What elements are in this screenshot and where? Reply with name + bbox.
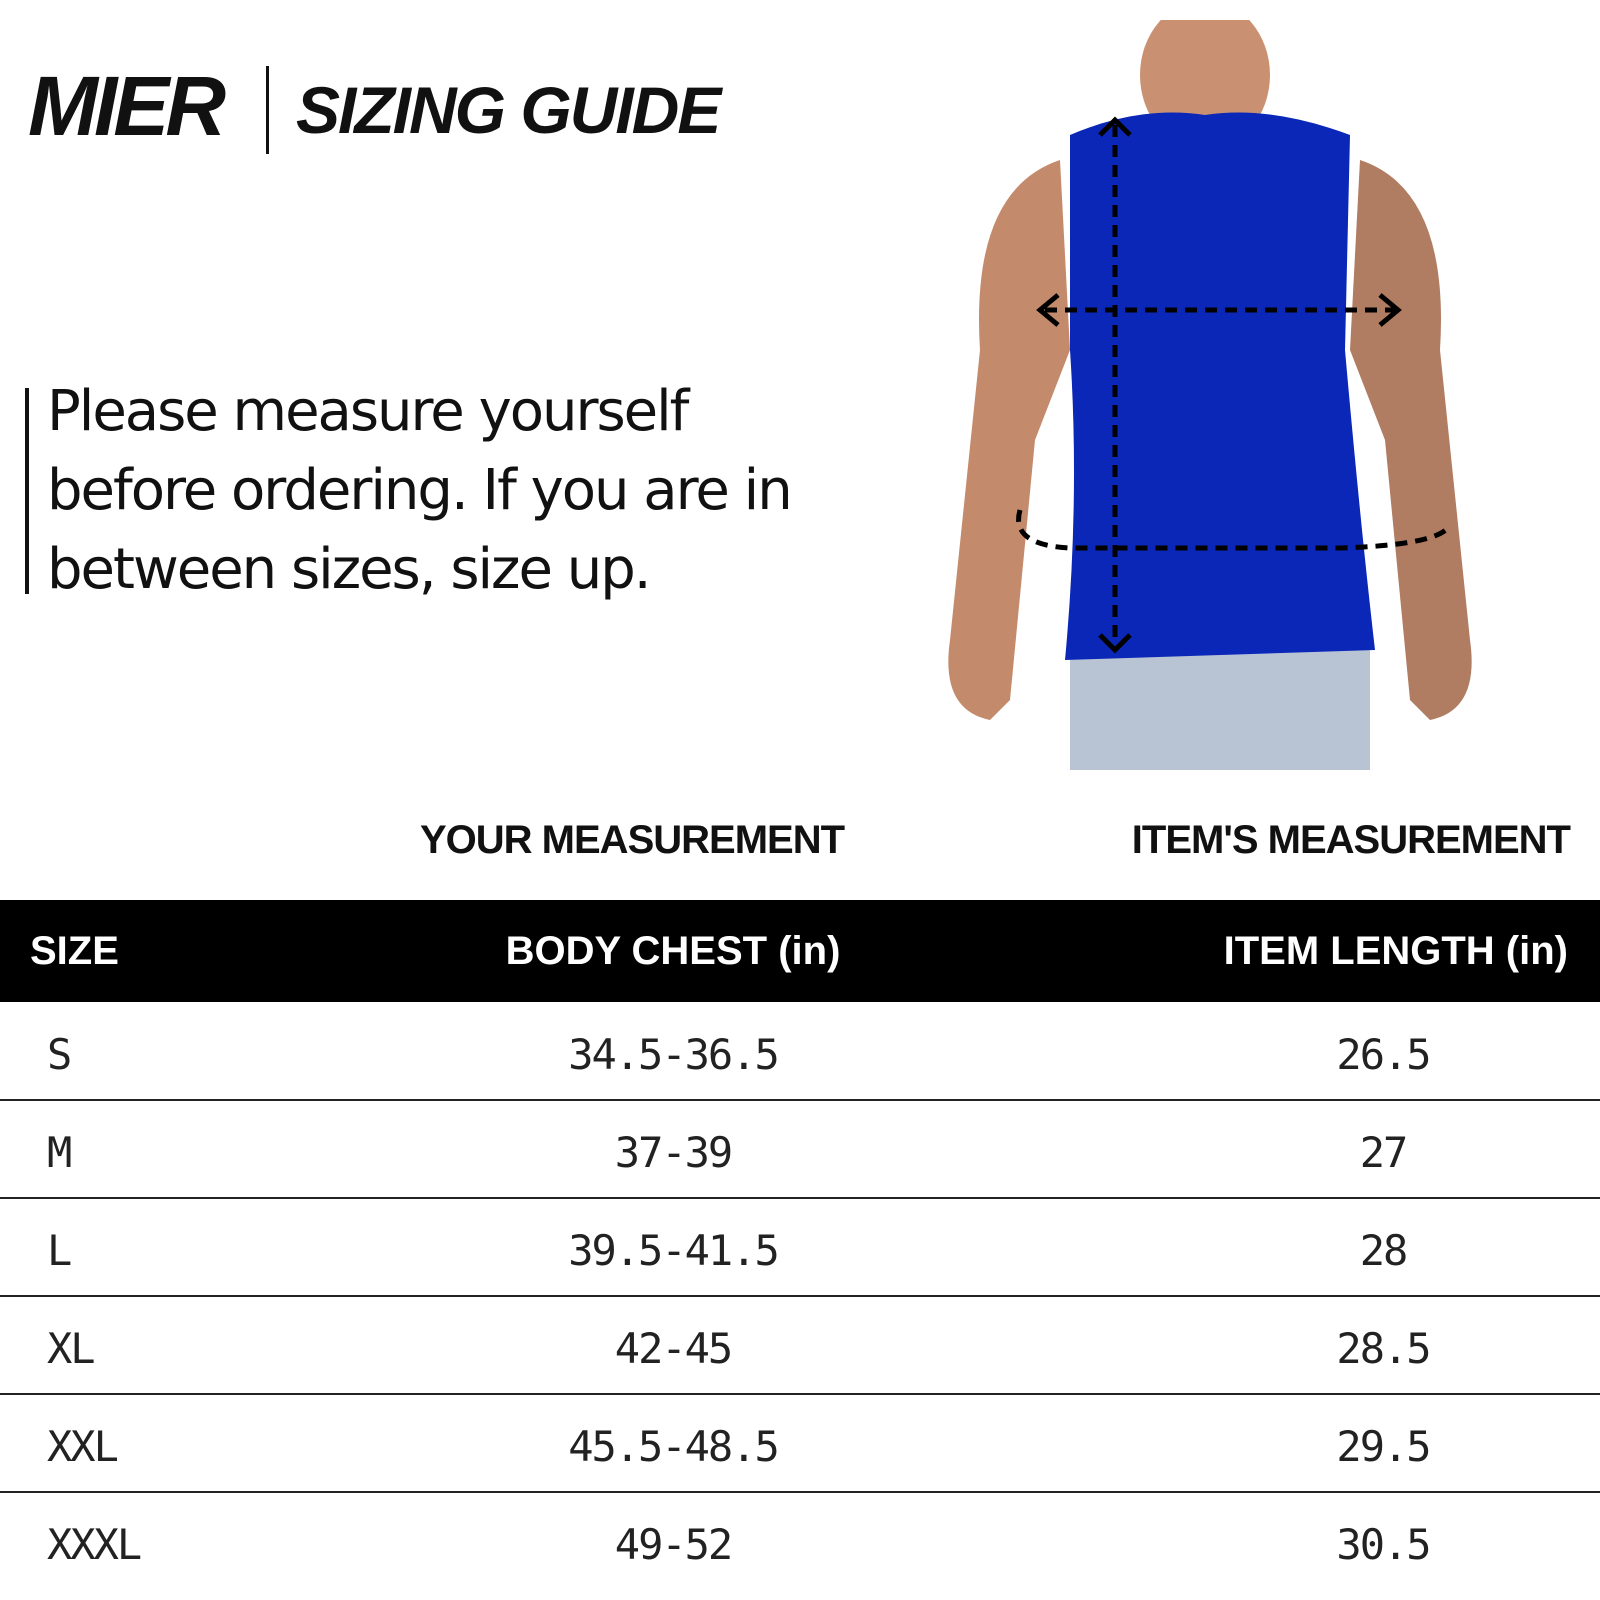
- size-cell: XXL: [47, 1422, 119, 1471]
- length-cell: 27: [1359, 1128, 1409, 1177]
- note-bar: [25, 388, 29, 594]
- row-line: [0, 1491, 1600, 1493]
- size-cell: S: [47, 1030, 72, 1079]
- title: SIZING GUIDE: [296, 73, 721, 147]
- size-cell: M: [47, 1128, 72, 1177]
- chest-cell: 45.5-48.5: [568, 1422, 780, 1471]
- length-cell: 30.5: [1336, 1520, 1431, 1569]
- divider: [266, 66, 269, 154]
- row-line: [0, 1393, 1600, 1395]
- size-cell: XXXL: [47, 1520, 142, 1569]
- length-cell: 28: [1359, 1226, 1409, 1275]
- row-line: [0, 1197, 1600, 1199]
- note: Please measure yourself before ordering.…: [47, 379, 793, 602]
- length-cell: 29.5: [1336, 1422, 1431, 1471]
- model-illustration: [940, 20, 1520, 770]
- row-line: [0, 1295, 1600, 1297]
- length-cell: 26.5: [1336, 1030, 1431, 1079]
- group-header: ITEM'S MEASUREMENT: [1131, 818, 1571, 862]
- column-header: SIZE: [30, 929, 119, 973]
- row-line: [0, 1099, 1600, 1101]
- size-cell: L: [47, 1226, 72, 1275]
- chest-cell: 34.5-36.5: [568, 1030, 780, 1079]
- brand: MIER: [28, 59, 226, 153]
- column-header: BODY CHEST (in): [505, 929, 841, 973]
- chest-cell: 37-39: [614, 1128, 733, 1177]
- size-cell: XL: [47, 1324, 96, 1373]
- group-header: YOUR MEASUREMENT: [420, 818, 845, 862]
- chest-cell: 42-45: [614, 1324, 733, 1373]
- column-header: ITEM LENGTH (in): [1223, 929, 1568, 973]
- header-band: [0, 900, 1600, 1002]
- chest-cell: 49-52: [614, 1520, 733, 1569]
- length-cell: 28.5: [1336, 1324, 1431, 1373]
- chest-cell: 39.5-41.5: [568, 1226, 780, 1275]
